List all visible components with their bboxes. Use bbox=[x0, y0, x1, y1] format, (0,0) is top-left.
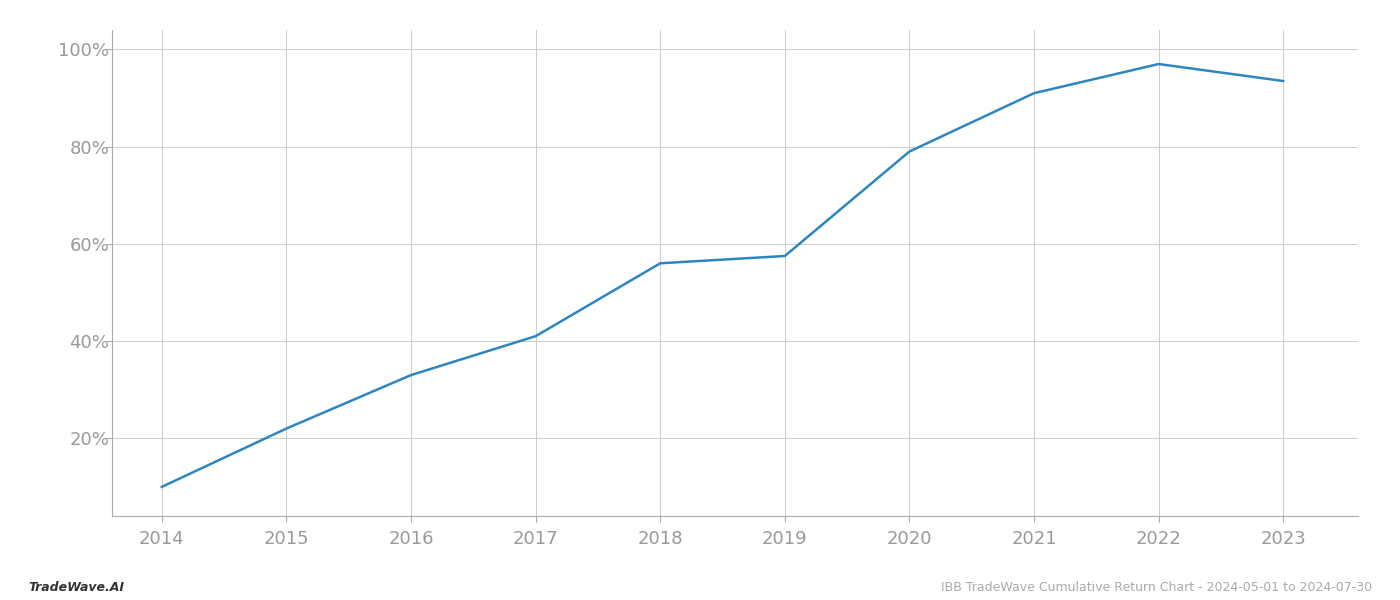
Text: IBB TradeWave Cumulative Return Chart - 2024-05-01 to 2024-07-30: IBB TradeWave Cumulative Return Chart - … bbox=[941, 581, 1372, 594]
Text: TradeWave.AI: TradeWave.AI bbox=[28, 581, 125, 594]
